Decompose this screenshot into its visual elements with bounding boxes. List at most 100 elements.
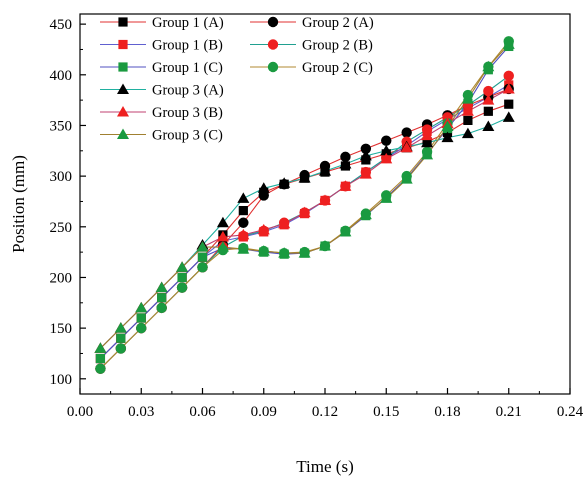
y-tick-label: 350 bbox=[50, 118, 73, 134]
data-point bbox=[339, 225, 352, 237]
legend-label: Group 2 (C) bbox=[302, 60, 373, 76]
x-tick-label: 0.06 bbox=[189, 404, 216, 420]
data-point bbox=[114, 322, 127, 333]
data-point bbox=[502, 38, 515, 49]
data-point bbox=[156, 302, 167, 314]
x-tick-label: 0.00 bbox=[67, 404, 93, 420]
legend-label: Group 2 (B) bbox=[302, 38, 373, 54]
data-point bbox=[463, 115, 473, 125]
data-point bbox=[298, 172, 311, 183]
legend-label: Group 1 (B) bbox=[152, 38, 223, 54]
legend-marker bbox=[118, 39, 128, 50]
y-axis-title: Position (mm) bbox=[9, 155, 28, 253]
legend-label: Group 3 (B) bbox=[152, 105, 223, 121]
data-point bbox=[421, 129, 434, 141]
y-tick-label: 400 bbox=[50, 68, 73, 84]
series-markers bbox=[94, 36, 515, 374]
data-point bbox=[421, 124, 433, 135]
y-tick-label: 100 bbox=[50, 372, 73, 388]
data-point bbox=[359, 208, 372, 220]
data-point bbox=[461, 105, 474, 116]
data-point bbox=[360, 143, 372, 154]
x-tick-label: 0.12 bbox=[312, 404, 338, 420]
data-point bbox=[502, 111, 515, 122]
data-point bbox=[298, 247, 311, 258]
data-point bbox=[278, 247, 291, 258]
data-point bbox=[116, 333, 126, 343]
x-tick-label: 0.03 bbox=[128, 404, 154, 420]
data-point bbox=[95, 353, 106, 364]
data-point bbox=[257, 182, 270, 193]
x-tick-label: 0.09 bbox=[251, 404, 277, 420]
data-point bbox=[400, 173, 413, 184]
data-point bbox=[298, 206, 311, 218]
data-point bbox=[359, 149, 372, 161]
data-point bbox=[196, 241, 209, 252]
data-point bbox=[503, 70, 514, 82]
data-point bbox=[176, 261, 189, 272]
data-point bbox=[380, 152, 393, 164]
data-point bbox=[135, 301, 148, 313]
axes: 0.00 0.03 0.06 0.09 0.12 0.15 0.18 0.21 0.24 100 1… bbox=[50, 17, 584, 420]
legend-marker bbox=[118, 17, 128, 27]
y-tick-label: 200 bbox=[50, 270, 73, 286]
data-point bbox=[461, 93, 474, 104]
data-point bbox=[319, 165, 331, 176]
data-point bbox=[483, 106, 493, 116]
data-point bbox=[441, 131, 454, 143]
data-point bbox=[401, 127, 412, 138]
data-point bbox=[95, 363, 106, 374]
data-point bbox=[257, 223, 270, 235]
y-tick-label: 450 bbox=[50, 17, 73, 33]
data-point bbox=[380, 192, 393, 203]
data-point bbox=[115, 343, 127, 354]
x-tick-label: 0.24 bbox=[557, 404, 584, 420]
series-line bbox=[100, 116, 510, 349]
y-tick-label: 300 bbox=[50, 169, 73, 185]
data-point bbox=[504, 99, 514, 109]
data-point bbox=[441, 120, 454, 131]
legend-marker bbox=[117, 83, 129, 94]
data-point bbox=[381, 135, 392, 146]
legend-label: Group 3 (A) bbox=[152, 83, 224, 99]
x-tick-label: 0.18 bbox=[434, 404, 460, 420]
legend-label: Group 3 (C) bbox=[152, 128, 223, 144]
data-point bbox=[482, 120, 495, 131]
data-point bbox=[177, 272, 187, 283]
data-point bbox=[136, 322, 147, 334]
data-point bbox=[421, 136, 434, 148]
data-point bbox=[216, 230, 229, 242]
data-point bbox=[278, 217, 291, 229]
legend-marker bbox=[118, 62, 128, 72]
legend-marker bbox=[267, 16, 279, 28]
legend-label: Group 1 (C) bbox=[152, 60, 223, 76]
data-point bbox=[238, 217, 249, 228]
data-point bbox=[483, 85, 494, 97]
data-point bbox=[461, 127, 474, 139]
data-point bbox=[136, 313, 146, 323]
data-point bbox=[257, 245, 270, 256]
data-point bbox=[380, 144, 393, 156]
legend-marker bbox=[117, 128, 129, 139]
data-point bbox=[197, 262, 208, 273]
data-point bbox=[237, 228, 250, 240]
x-tick-label: 0.21 bbox=[496, 404, 522, 420]
data-point bbox=[238, 205, 248, 216]
data-point bbox=[482, 94, 495, 105]
data-point bbox=[339, 157, 352, 169]
x-tick-label: 0.15 bbox=[373, 404, 399, 420]
data-point bbox=[339, 180, 352, 191]
data-point bbox=[216, 216, 229, 228]
data-point bbox=[216, 241, 229, 252]
legend-marker bbox=[117, 106, 129, 117]
legend: Group 1 (A) Group 1 (B) Group 1 (C) Group 3… bbox=[100, 15, 374, 144]
data-point bbox=[94, 342, 107, 353]
data-point bbox=[359, 168, 372, 179]
data-point bbox=[237, 192, 250, 203]
data-point bbox=[197, 252, 208, 262]
legend-label: Group 2 (A) bbox=[302, 15, 374, 31]
data-point bbox=[278, 177, 291, 188]
data-point bbox=[502, 82, 515, 94]
x-axis-title: Time (s) bbox=[296, 457, 353, 476]
